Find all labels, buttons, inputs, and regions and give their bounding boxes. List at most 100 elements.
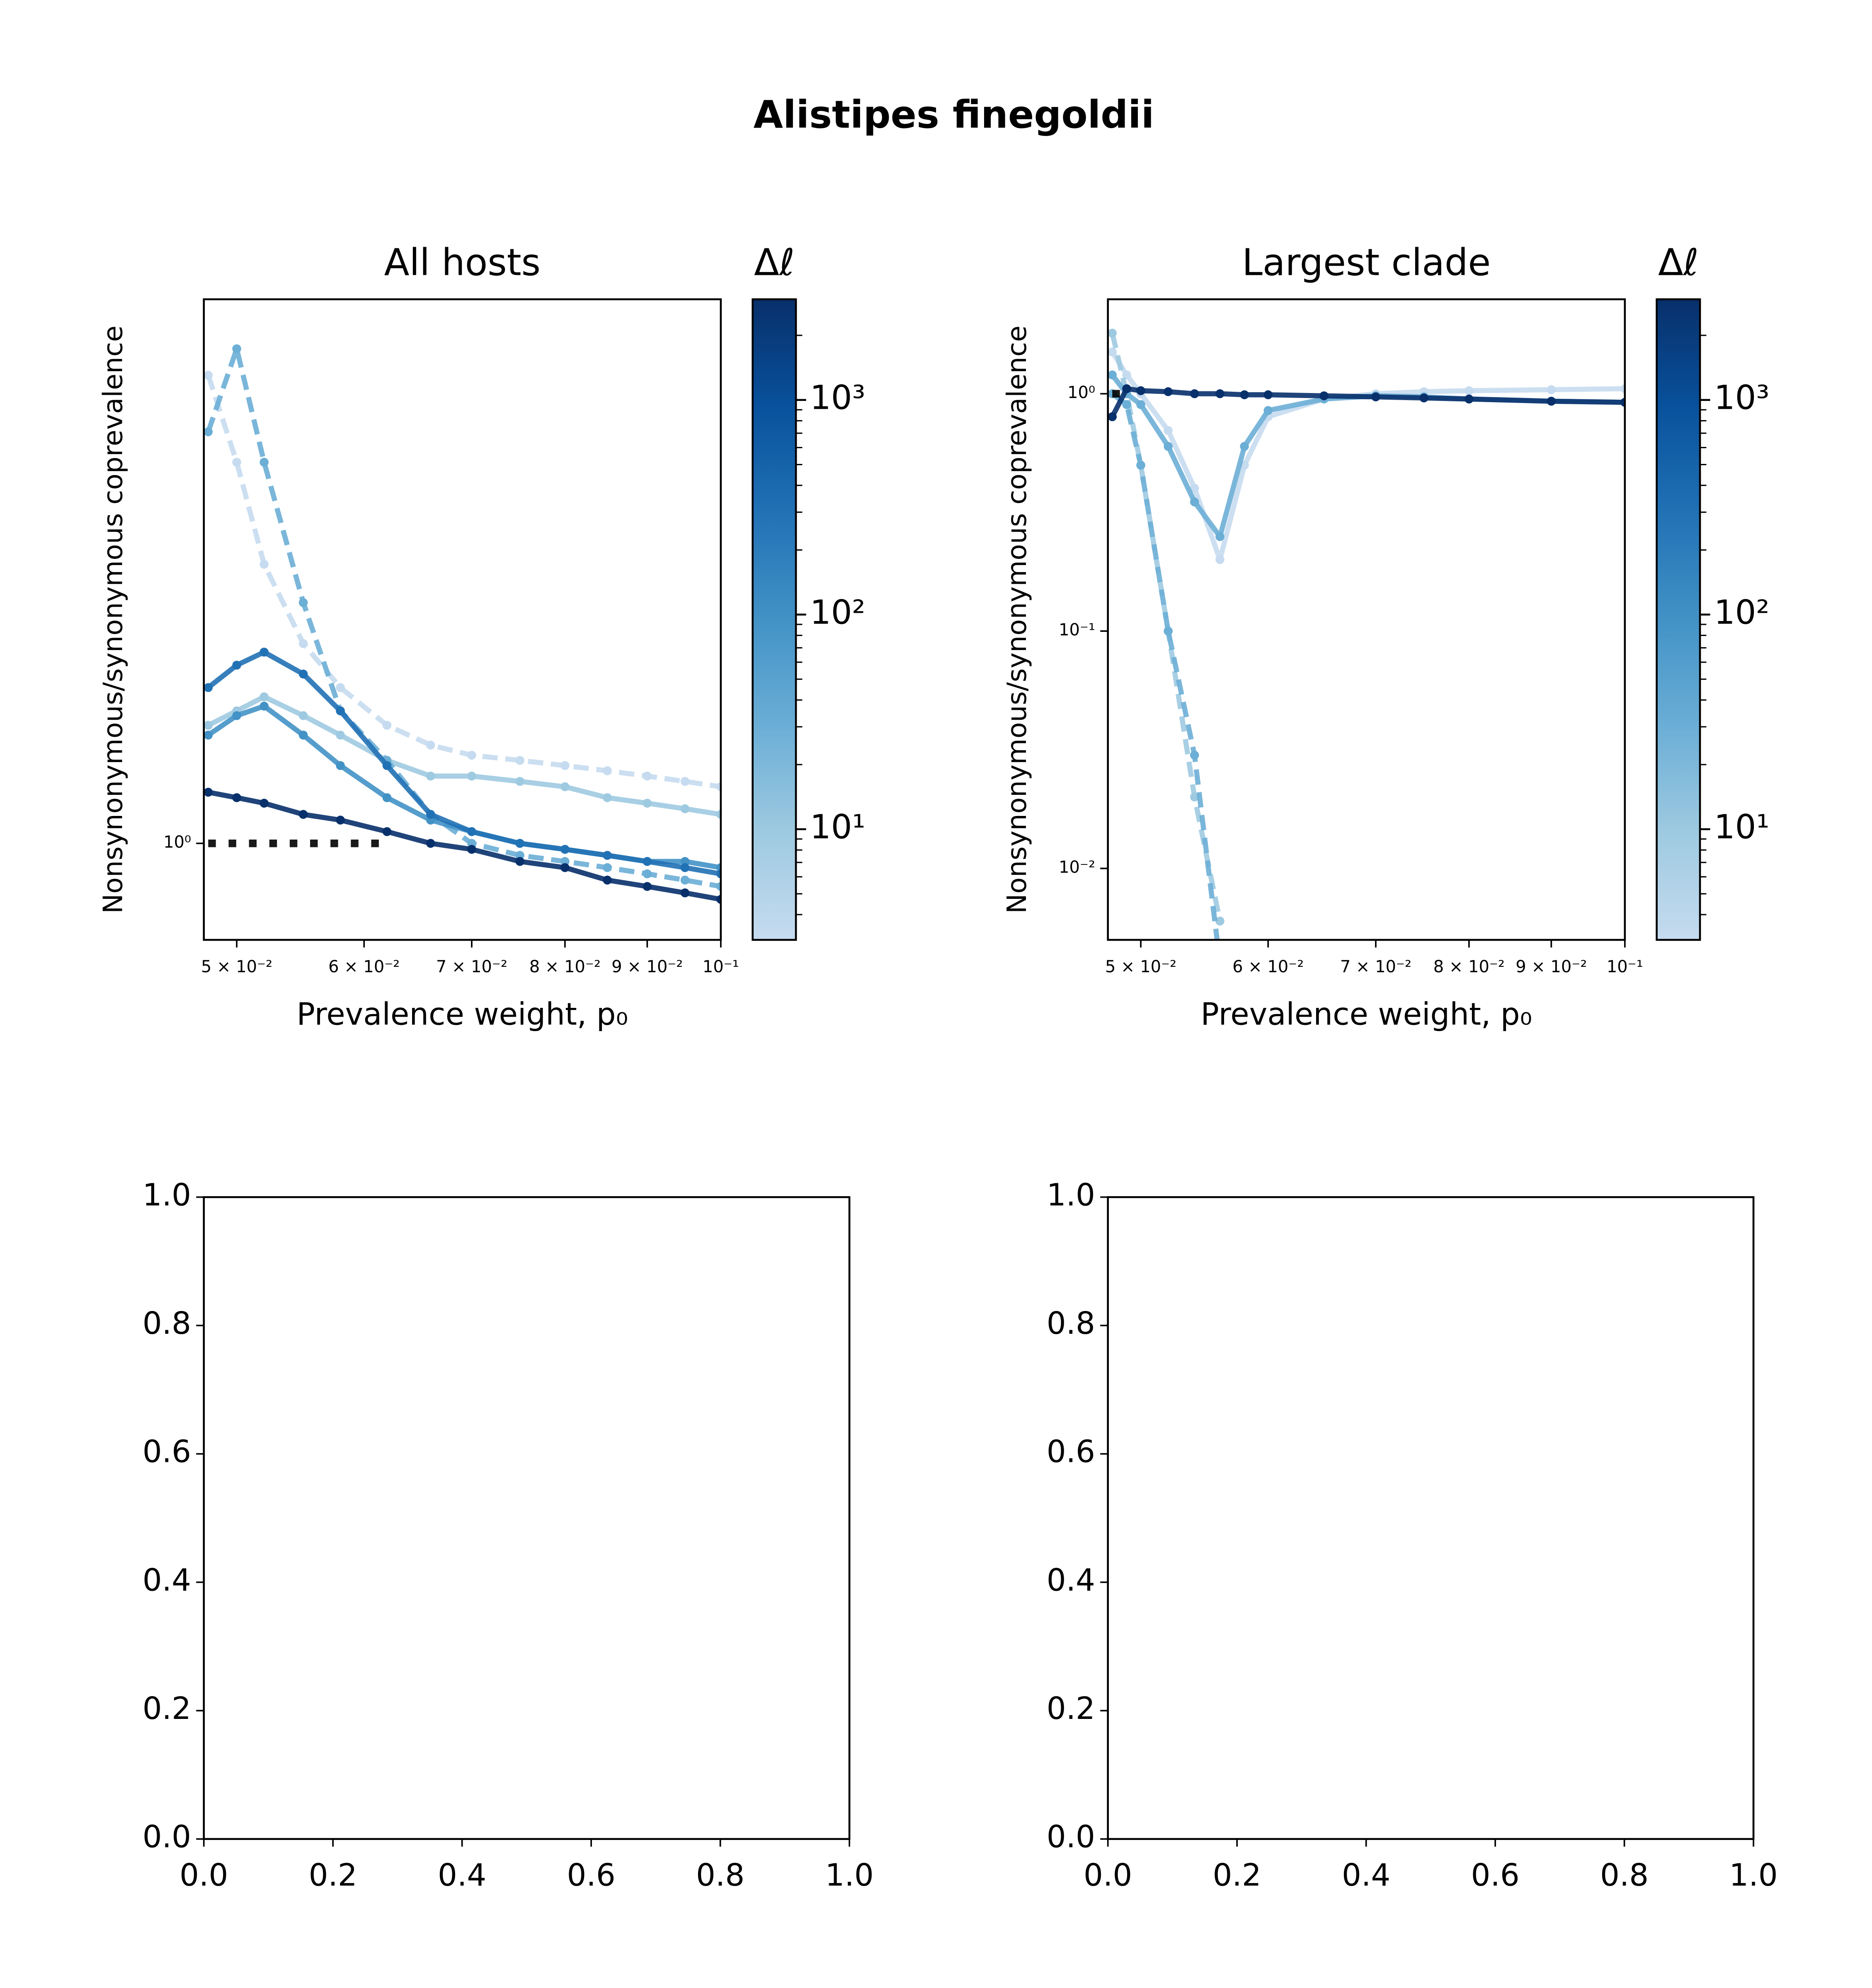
colorbar-tick-label: 10² [810,593,866,631]
data-point [204,731,213,740]
y-tick-label: 0.4 [143,1563,191,1598]
data-point [1164,442,1173,451]
data-point [680,804,690,813]
data-point [467,845,476,854]
data-point [1215,555,1225,564]
x-tick-label: 0.4 [1342,1858,1390,1893]
y-tick-label: 0.4 [1047,1563,1095,1598]
data-point [298,711,308,720]
data-point [603,851,612,860]
data-point [259,702,269,711]
data-point [560,782,570,791]
data-point [560,761,570,770]
data-point [232,660,241,670]
data-point [298,810,308,819]
data-point [515,777,524,786]
x-tick-label: 9 × 10⁻² [611,957,683,976]
data-point [716,810,721,819]
data-point [680,863,690,872]
data-point [204,371,213,380]
x-tick-label: 7 × 10⁻² [436,957,507,976]
series-line [206,374,721,789]
y-tick-label: 0.6 [1047,1435,1095,1470]
data-point [643,857,652,866]
x-tick-label: 0.4 [438,1858,486,1893]
data-point [1164,387,1173,396]
colorbar-tick-label: 10³ [1714,379,1770,417]
data-point [259,648,269,657]
data-point [298,731,308,740]
data-point [515,756,524,765]
data-point [1190,389,1199,398]
colorbar-tick-label: 10¹ [1714,808,1770,846]
data-point [1190,497,1199,507]
data-point [1190,750,1199,760]
data-point [204,683,213,692]
data-point [1419,393,1428,403]
data-point [336,731,345,740]
colorbar-tick-label: 10² [1714,593,1770,631]
y-axis-label: Nonsynonymous/synonymous coprevalence [97,325,129,914]
data-point [1465,394,1474,404]
data-point [716,895,721,904]
y-tick-label: 10⁰ [163,833,191,852]
x-tick-label: 0.0 [1084,1858,1132,1893]
axes-title: All hosts [384,241,541,284]
data-point [560,863,570,872]
y-tick-label: 0.2 [1047,1691,1095,1726]
data-point [603,766,612,775]
data-point [232,793,241,802]
data-point [1620,398,1625,407]
data-point [426,839,435,848]
data-point [603,876,612,885]
colorbar-label: Δℓ [1658,241,1699,284]
data-point [1108,347,1117,357]
x-tick-label: 5 × 10⁻² [1105,957,1176,976]
x-tick-label: 0.2 [1213,1858,1261,1893]
series-line [206,649,721,876]
data-point [467,750,476,760]
data-point [382,761,392,770]
y-tick-label: 0.0 [1047,1820,1095,1855]
data-point [716,782,721,791]
data-point [259,458,269,467]
colorbar-label: Δℓ [754,241,795,284]
data-point [1108,412,1117,421]
data-point [1215,916,1225,926]
data-point [1108,328,1117,338]
series-line [1110,350,1625,562]
data-point [336,683,345,692]
data-point [716,882,721,891]
data-point [298,669,308,679]
data-point [298,598,308,607]
data-point [426,740,435,750]
data-point [1136,386,1145,396]
x-tick-label: 5 × 10⁻² [201,957,272,976]
colorbar-tick-label: 10¹ [810,808,866,846]
data-point [1240,390,1249,399]
data-point [643,869,652,879]
data-point [515,839,524,848]
y-tick-label: 0.8 [143,1306,191,1341]
data-point [426,810,435,819]
data-point [1136,400,1145,409]
x-axis-label: Prevalence weight, p₀ [296,997,628,1032]
axes-frame [203,1196,851,1840]
data-point [259,692,269,702]
data-point [680,777,690,786]
data-point [560,857,570,866]
x-tick-label: 8 × 10⁻² [529,957,601,976]
y-tick-label: 0.6 [143,1435,191,1470]
y-tick-label: 0.8 [1047,1306,1095,1341]
data-point [1215,532,1225,541]
data-point [643,882,652,891]
axes-frame [203,298,722,941]
x-tick-label: 6 × 10⁻² [1232,957,1304,976]
data-point [1263,390,1273,399]
x-tick-label: 6 × 10⁻² [328,957,400,976]
data-point [204,427,213,437]
data-point [1547,385,1556,394]
axes-frame [1107,1196,1755,1840]
data-point [1136,461,1145,470]
data-point [1122,384,1131,393]
